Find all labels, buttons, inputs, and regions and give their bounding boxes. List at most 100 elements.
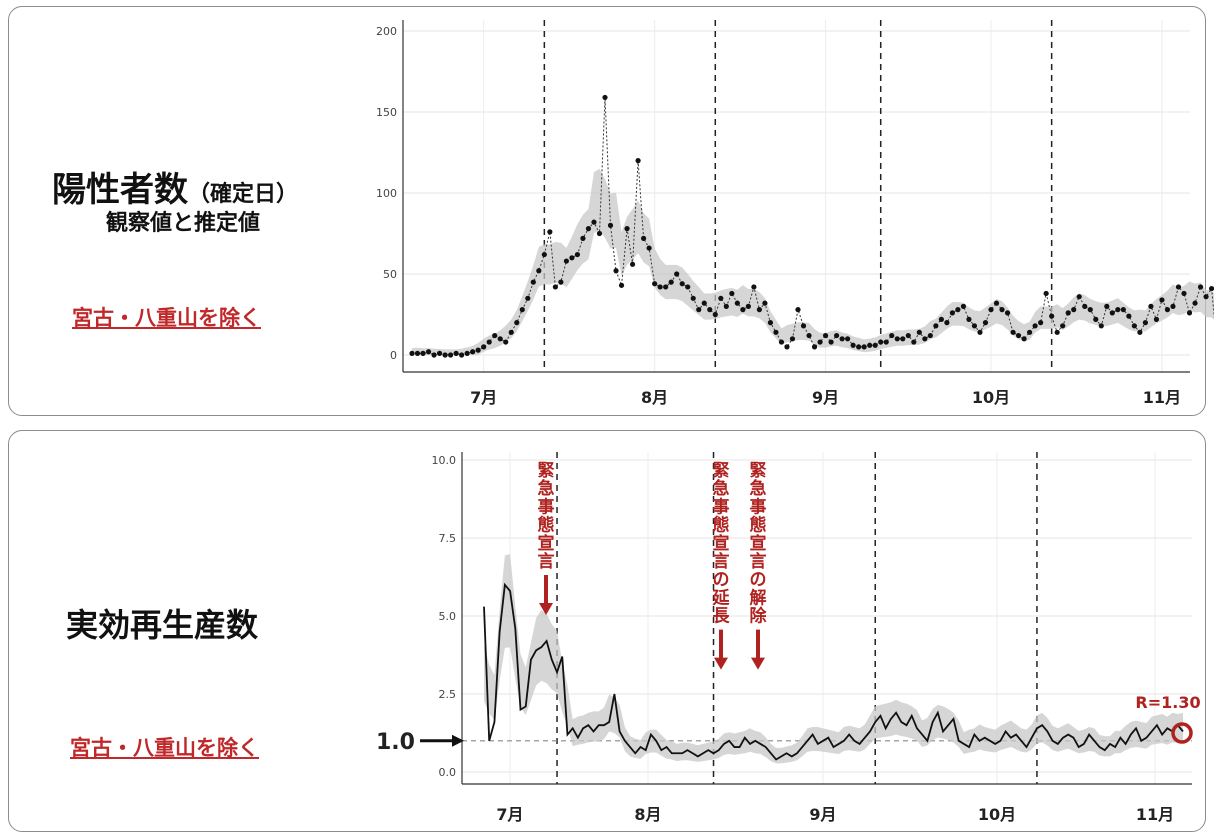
top-data-point	[519, 307, 525, 313]
top-data-point	[1186, 310, 1193, 316]
top-data-point	[1197, 284, 1204, 290]
top-data-point	[1203, 294, 1209, 300]
top-data-point	[1082, 303, 1088, 309]
top-data-point	[971, 323, 978, 329]
annotation-label: 緊急事態宣言の延長	[712, 461, 731, 627]
top-data-point	[530, 279, 536, 285]
top-data-point	[905, 332, 911, 339]
top-data-point	[1159, 297, 1165, 303]
top-data-point	[960, 303, 967, 309]
top-data-point	[872, 342, 878, 348]
top-data-point	[459, 352, 465, 358]
top-data-point	[436, 350, 443, 356]
top-data-point	[927, 332, 933, 339]
top-data-point	[563, 258, 570, 264]
top-data-point	[955, 307, 961, 313]
top-data-point	[966, 316, 972, 322]
top-data-point	[420, 350, 426, 356]
top-data-point	[878, 339, 884, 345]
top-data-point	[911, 339, 917, 345]
top-data-point	[1104, 303, 1110, 309]
top-data-point	[624, 226, 630, 232]
top-data-point	[822, 332, 829, 339]
top-data-point	[425, 349, 432, 355]
top-data-point	[756, 307, 763, 313]
top-data-point	[856, 344, 862, 350]
top-data-point	[1153, 316, 1160, 322]
top-data-point	[514, 320, 520, 326]
bottom-x-month-label: 7月	[496, 805, 523, 824]
top-data-point	[486, 339, 492, 345]
top-data-point	[1060, 323, 1066, 329]
top-data-point	[442, 352, 448, 358]
bottom-region-note: 宮古・八重山を除く	[70, 736, 259, 760]
top-data-point	[751, 284, 757, 290]
top-data-point	[453, 350, 459, 356]
top-data-point	[497, 336, 503, 342]
positive-cases-title-paren: （確定日）	[188, 182, 299, 207]
top-data-point	[883, 339, 889, 345]
top-data-point	[646, 245, 652, 251]
top-data-point	[663, 284, 669, 290]
bottom-x-month-label: 9月	[809, 805, 836, 824]
top-data-point	[1126, 313, 1132, 319]
top-y-tick-label: 0	[390, 349, 397, 362]
top-data-point	[701, 300, 707, 306]
top-data-point	[900, 336, 906, 342]
top-data-point	[1142, 320, 1148, 326]
top-data-point	[795, 307, 801, 313]
top-data-point	[470, 349, 476, 355]
top-data-point	[834, 332, 840, 339]
top-data-point	[817, 339, 823, 345]
top-data-point	[492, 332, 498, 339]
annotation-label: 緊急事態宣言	[538, 461, 555, 572]
annotation-arrow-head	[714, 657, 728, 670]
top-data-point	[547, 229, 553, 235]
top-data-point	[845, 336, 851, 342]
top-data-point	[1164, 307, 1171, 313]
top-data-point	[1093, 316, 1099, 322]
top-x-month-label: 11月	[1143, 388, 1181, 407]
top-x-month-label: 10月	[972, 388, 1010, 407]
top-data-point	[635, 158, 641, 164]
top-data-point	[414, 350, 421, 356]
top-data-point	[789, 336, 796, 342]
top-data-point	[464, 350, 470, 356]
top-data-point	[762, 300, 768, 306]
top-data-point	[1054, 329, 1060, 335]
top-data-point	[652, 281, 658, 287]
top-data-point	[475, 347, 481, 353]
top-data-point	[1032, 323, 1038, 329]
top-data-point	[690, 295, 696, 301]
top-data-point	[1021, 336, 1027, 342]
top-data-point	[889, 332, 895, 339]
top-data-point	[811, 344, 818, 350]
top-data-point	[580, 235, 586, 241]
top-data-point	[1109, 310, 1115, 316]
top-data-point	[448, 352, 454, 358]
top-data-point	[988, 307, 994, 313]
top-data-point	[949, 310, 956, 316]
top-data-point	[1038, 320, 1044, 326]
positive-cases-title: 陽性者数（確定日）	[52, 170, 299, 210]
top-data-point	[1071, 307, 1077, 313]
top-data-point	[712, 311, 718, 318]
top-data-point	[734, 300, 740, 306]
annotation-arrow-head	[539, 603, 553, 615]
top-x-month-label: 8月	[641, 388, 668, 407]
top-y-tick-label: 100	[376, 187, 397, 200]
top-data-point	[784, 344, 790, 350]
top-data-point	[977, 329, 983, 335]
top-data-point	[993, 300, 1000, 306]
annotation-arrow-head	[751, 657, 765, 670]
reproduction-number-line	[483, 582, 1184, 761]
top-data-point	[696, 307, 702, 313]
top-x-month-label: 9月	[812, 388, 839, 407]
top-data-point	[1131, 323, 1137, 329]
top-data-point	[629, 261, 636, 267]
top-data-point	[409, 350, 415, 356]
top-data-point	[767, 320, 774, 326]
top-data-point	[707, 307, 713, 313]
top-x-month-label: 7月	[470, 388, 497, 407]
top-data-point	[536, 268, 542, 274]
